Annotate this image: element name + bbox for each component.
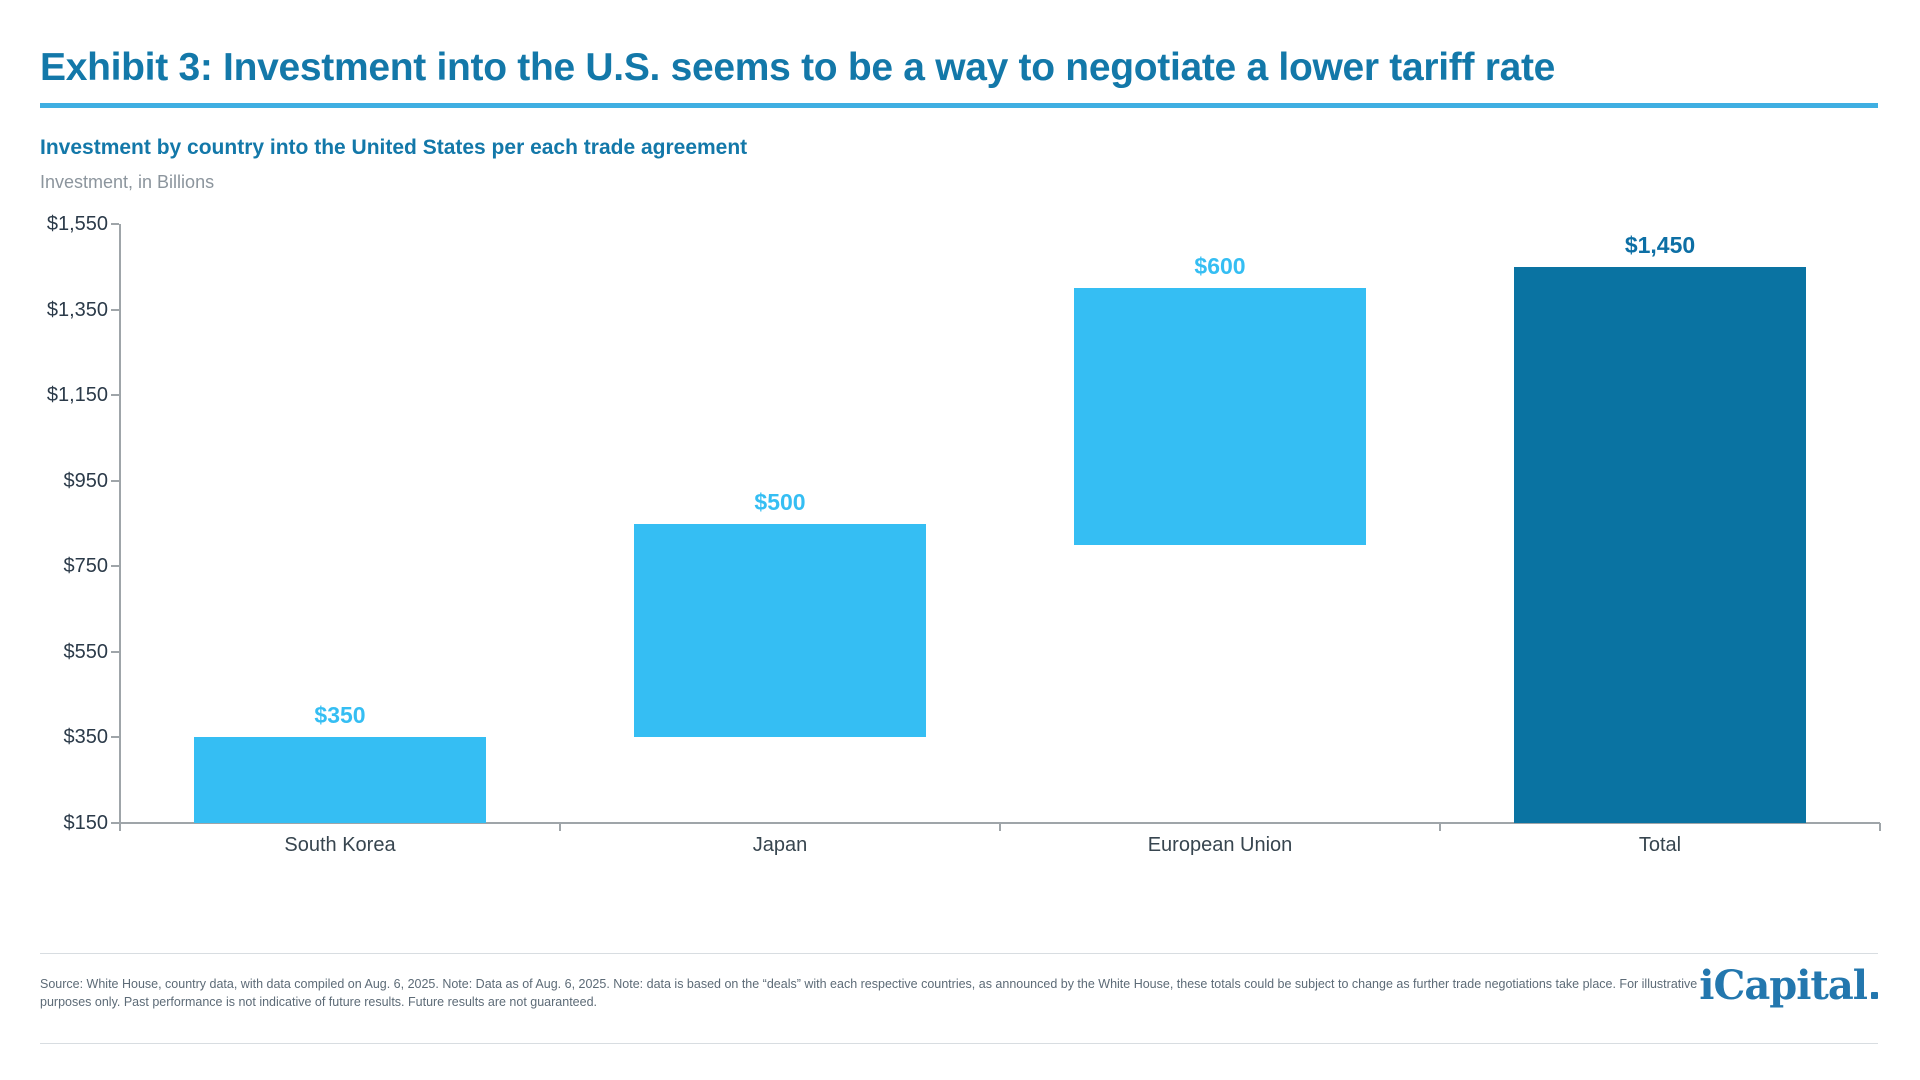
y-tick-mark [111, 822, 119, 824]
bar-japan [634, 523, 926, 738]
y-tick-label: $350 [63, 726, 109, 749]
x-axis-line [112, 822, 1880, 824]
y-tick-mark [111, 479, 119, 482]
y-tick-mark [111, 736, 119, 739]
x-tick-mark [559, 823, 561, 831]
footer-divider-bottom [40, 1043, 1878, 1044]
y-tick-label: $1,350 [46, 298, 108, 321]
chart-subtitle: Investment by country into the United St… [40, 136, 748, 159]
bar-value-label-japan: $500 [754, 488, 806, 515]
y-tick-label: $750 [63, 555, 109, 578]
y-axis-unit-label: Investment, in Billions [40, 172, 215, 192]
footer-divider-top [40, 953, 1878, 954]
exhibit-title: Exhibit 3: Investment into the U.S. seem… [40, 46, 1556, 89]
icapital-logo: iCapital [1699, 962, 1878, 1009]
investment-waterfall-bar-chart: $150 $350 $550 $750 $950 $1,150 $1,350 $1,550 $3… [46, 213, 1881, 856]
y-tick-mark [111, 394, 119, 397]
y-tick-label: $950 [63, 469, 109, 492]
x-tick-mark [1439, 823, 1441, 831]
bar-total [1514, 266, 1806, 823]
title-underline [40, 103, 1878, 108]
y-tick-label: $550 [63, 640, 109, 663]
y-axis-line [119, 224, 121, 824]
bar-value-label-south-korea: $350 [314, 702, 366, 729]
x-category-label-south-korea: South Korea [284, 834, 396, 856]
y-tick-label: $150 [63, 812, 109, 834]
icapital-logo-text: iCapital [1699, 962, 1868, 1009]
y-tick-label: $1,550 [46, 213, 108, 235]
x-category-label-total: Total [1638, 834, 1682, 856]
bar-value-label-european-union: $600 [1194, 253, 1246, 280]
bar-south-korea [194, 737, 486, 823]
x-category-label-japan: Japan [752, 834, 808, 856]
y-tick-mark [111, 565, 119, 568]
x-tick-mark [119, 823, 121, 831]
x-tick-mark [1879, 823, 1881, 831]
y-tick-label: $1,150 [46, 384, 108, 407]
bar-european-union [1074, 288, 1366, 545]
y-tick-mark [111, 308, 119, 311]
y-tick-mark [111, 650, 119, 653]
y-tick-mark [111, 223, 119, 225]
source-note: Source: White House, country data, with … [40, 977, 1698, 1009]
icapital-logo-dot-icon [1871, 992, 1878, 999]
x-tick-mark [999, 823, 1001, 831]
bar-value-label-total: $1,450 [1624, 231, 1696, 258]
x-category-label-european-union: European Union [1147, 834, 1293, 856]
